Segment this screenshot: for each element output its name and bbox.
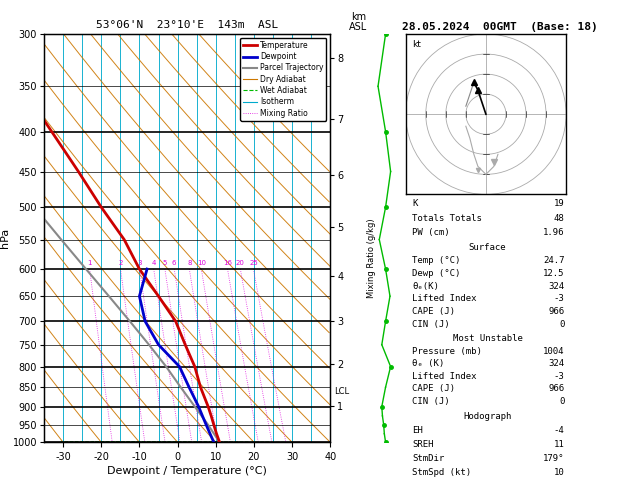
- Text: 324: 324: [548, 359, 564, 368]
- Text: -3: -3: [554, 372, 564, 381]
- Text: 11: 11: [554, 440, 564, 449]
- Text: 179°: 179°: [543, 454, 564, 463]
- Text: kt: kt: [412, 40, 421, 49]
- Text: LCL: LCL: [335, 387, 350, 396]
- Text: 10: 10: [197, 260, 206, 266]
- Text: 1: 1: [87, 260, 92, 266]
- Text: Pressure (mb): Pressure (mb): [412, 347, 482, 356]
- Text: Hodograph: Hodograph: [464, 412, 511, 421]
- Text: Lifted Index: Lifted Index: [412, 295, 477, 303]
- Text: Mixing Ratio (g/kg): Mixing Ratio (g/kg): [367, 219, 376, 298]
- Text: Dewp (°C): Dewp (°C): [412, 269, 460, 278]
- Text: 48: 48: [554, 214, 564, 223]
- Text: 2: 2: [118, 260, 123, 266]
- Text: 5: 5: [163, 260, 167, 266]
- Text: Surface: Surface: [469, 243, 506, 252]
- Text: -4: -4: [554, 426, 564, 435]
- Text: K: K: [412, 199, 418, 208]
- Text: 16: 16: [223, 260, 232, 266]
- Text: 0: 0: [559, 320, 564, 329]
- Text: 0: 0: [559, 397, 564, 406]
- Text: 10: 10: [554, 468, 564, 477]
- Legend: Temperature, Dewpoint, Parcel Trajectory, Dry Adiabat, Wet Adiabat, Isotherm, Mi: Temperature, Dewpoint, Parcel Trajectory…: [240, 38, 326, 121]
- Text: SREH: SREH: [412, 440, 434, 449]
- Text: -3: -3: [554, 295, 564, 303]
- Text: 1.96: 1.96: [543, 228, 564, 237]
- Text: Most Unstable: Most Unstable: [452, 334, 523, 343]
- Text: θₑ (K): θₑ (K): [412, 359, 445, 368]
- Text: CIN (J): CIN (J): [412, 320, 450, 329]
- Text: θₑ(K): θₑ(K): [412, 281, 439, 291]
- Text: km
ASL: km ASL: [349, 12, 368, 32]
- Text: Lifted Index: Lifted Index: [412, 372, 477, 381]
- Text: 3: 3: [137, 260, 142, 266]
- Text: 8: 8: [187, 260, 192, 266]
- Text: 25: 25: [249, 260, 258, 266]
- Text: Temp (°C): Temp (°C): [412, 256, 460, 265]
- Text: 28.05.2024  00GMT  (Base: 18): 28.05.2024 00GMT (Base: 18): [402, 22, 598, 32]
- Text: 19: 19: [554, 199, 564, 208]
- Text: 966: 966: [548, 384, 564, 394]
- Text: StmDir: StmDir: [412, 454, 445, 463]
- Text: CIN (J): CIN (J): [412, 397, 450, 406]
- Text: 966: 966: [548, 307, 564, 316]
- Text: 20: 20: [236, 260, 245, 266]
- Text: CAPE (J): CAPE (J): [412, 307, 455, 316]
- Text: 1004: 1004: [543, 347, 564, 356]
- Text: CAPE (J): CAPE (J): [412, 384, 455, 394]
- Text: 6: 6: [172, 260, 177, 266]
- Text: 324: 324: [548, 281, 564, 291]
- Text: Totals Totals: Totals Totals: [412, 214, 482, 223]
- Text: 4: 4: [152, 260, 156, 266]
- Text: PW (cm): PW (cm): [412, 228, 450, 237]
- Text: StmSpd (kt): StmSpd (kt): [412, 468, 471, 477]
- Text: EH: EH: [412, 426, 423, 435]
- Title: 53°06'N  23°10'E  143m  ASL: 53°06'N 23°10'E 143m ASL: [96, 20, 278, 31]
- Y-axis label: hPa: hPa: [0, 228, 10, 248]
- Text: 12.5: 12.5: [543, 269, 564, 278]
- X-axis label: Dewpoint / Temperature (°C): Dewpoint / Temperature (°C): [107, 466, 267, 476]
- Text: 24.7: 24.7: [543, 256, 564, 265]
